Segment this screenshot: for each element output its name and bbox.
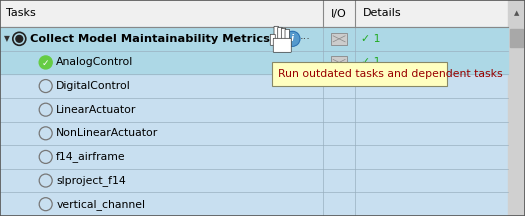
Text: LinearActuator: LinearActuator (56, 105, 136, 115)
Bar (508, 0, 525, 216)
Text: Collect Model Maintainability Metrics: Collect Model Maintainability Metrics (30, 34, 270, 44)
Bar (0, 0, 525, 27)
FancyBboxPatch shape (281, 28, 286, 41)
Text: ✓ 1: ✓ 1 (361, 57, 381, 67)
Text: ✓: ✓ (42, 59, 49, 67)
FancyBboxPatch shape (274, 26, 278, 41)
FancyBboxPatch shape (273, 38, 291, 52)
FancyBboxPatch shape (278, 27, 282, 41)
Bar (0, 51, 508, 74)
Text: AnalogControl: AnalogControl (56, 57, 133, 67)
Text: ▲: ▲ (513, 11, 519, 16)
Text: Run outdated tasks and dependent tasks: Run outdated tasks and dependent tasks (278, 69, 502, 79)
Circle shape (39, 56, 52, 69)
FancyBboxPatch shape (331, 33, 347, 45)
FancyBboxPatch shape (510, 29, 523, 47)
Circle shape (285, 31, 300, 46)
Text: I/O: I/O (331, 8, 347, 19)
Text: ✓ 1: ✓ 1 (361, 34, 381, 44)
Text: Details: Details (363, 8, 402, 19)
FancyBboxPatch shape (285, 29, 289, 41)
FancyBboxPatch shape (331, 56, 347, 68)
Text: vertical_channel: vertical_channel (56, 199, 145, 210)
Text: f14_airframe: f14_airframe (56, 151, 126, 162)
FancyBboxPatch shape (272, 62, 447, 86)
Text: slproject_f14: slproject_f14 (56, 175, 126, 186)
Text: Tasks: Tasks (6, 8, 36, 19)
Polygon shape (275, 32, 285, 46)
Text: NonLinearActuator: NonLinearActuator (56, 128, 159, 138)
Text: ▼: ▼ (4, 34, 10, 43)
Text: ···: ··· (300, 34, 311, 44)
FancyBboxPatch shape (270, 34, 275, 45)
Bar (0, 27, 508, 51)
Text: i: i (291, 34, 294, 43)
Circle shape (16, 35, 23, 42)
Text: DigitalControl: DigitalControl (56, 81, 131, 91)
